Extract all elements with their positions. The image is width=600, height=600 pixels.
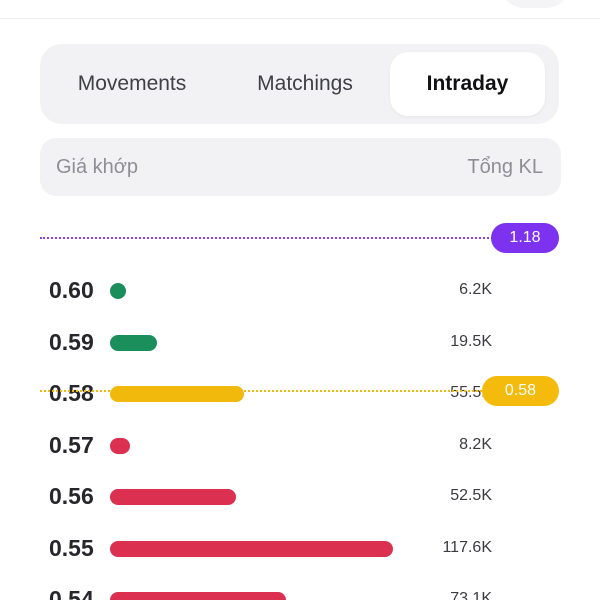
volume-value: 73.1K	[450, 590, 492, 600]
header-total-volume: Tổng KL	[467, 155, 543, 178]
volume-value: 6.2K	[459, 281, 492, 298]
price-value: 0.59	[49, 328, 94, 355]
tab-intraday[interactable]: Intraday	[390, 52, 545, 116]
volume-bar	[110, 386, 244, 402]
price-row[interactable]: 0.54 73.1K	[0, 580, 600, 600]
price-value: 0.54	[49, 586, 94, 600]
high-price-badge: 1.18	[491, 223, 559, 253]
tab-matchings[interactable]: Matchings	[257, 72, 353, 95]
price-value: 0.57	[49, 431, 94, 458]
volume-bar	[110, 592, 286, 600]
price-row[interactable]: 0.57 8.2K	[0, 426, 600, 466]
price-row[interactable]: 0.59 19.5K	[0, 323, 600, 363]
tab-movements[interactable]: Movements	[77, 72, 187, 95]
volume-value: 55.5K	[450, 384, 492, 401]
top-divider	[0, 18, 600, 19]
volume-bar	[110, 540, 393, 557]
volume-bar	[110, 283, 126, 299]
price-value: 0.58	[49, 380, 94, 406]
header-match-price: Giá khớp	[56, 155, 139, 178]
high-price-line	[40, 237, 520, 239]
segmented-control: Movements Matchings Intraday	[40, 44, 559, 124]
price-row[interactable]: 0.55 117.6K	[0, 529, 600, 569]
table-header: Giá khớp Tổng KL	[40, 138, 561, 196]
volume-bar	[110, 489, 237, 505]
price-value: 0.55	[49, 534, 94, 561]
price-value: 0.60	[49, 277, 94, 303]
volume-value: 52.5K	[450, 487, 492, 504]
reference-price-badge: 0.58	[482, 376, 559, 406]
volume-bar	[110, 334, 157, 351]
reference-price-line	[40, 390, 510, 392]
price-value: 0.56	[49, 483, 94, 509]
volume-value: 8.2K	[459, 435, 492, 453]
volume-value: 117.6K	[442, 538, 492, 556]
price-row[interactable]: 0.56 52.5K	[0, 477, 600, 517]
volume-bar	[110, 437, 130, 454]
volume-value: 19.5K	[450, 332, 492, 350]
price-row[interactable]: 0.60 6.2K	[0, 271, 600, 311]
top-corner-decoration	[500, 0, 570, 8]
